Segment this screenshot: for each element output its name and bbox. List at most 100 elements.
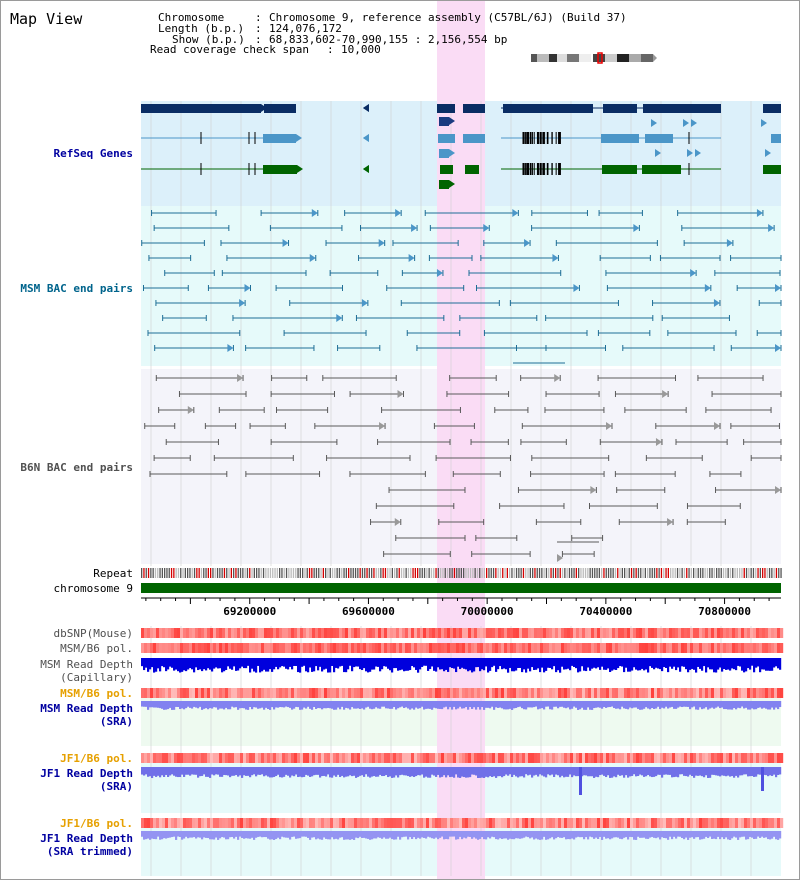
jf1-pol-trim-heat (486, 818, 490, 828)
repeat-mark (716, 568, 718, 578)
jf1-trim-depth (375, 831, 378, 839)
b6n-bac-arrow (554, 374, 561, 382)
repeat-mark (285, 568, 288, 578)
jf1-trim-depth (449, 831, 452, 837)
repeat-mark (619, 568, 621, 578)
msm-pol-heat (198, 643, 202, 653)
jf1-sra-depth (451, 767, 454, 777)
dbsnp-heat (597, 628, 601, 638)
msm-sra-depth (329, 701, 332, 709)
jf1-trim-depth (183, 831, 186, 839)
jf1-sra-depth (565, 767, 568, 777)
jf1-pol-heat (462, 753, 466, 763)
msm-capillary-depth (315, 658, 318, 667)
msm-capillary-depth (495, 658, 498, 672)
track-label-msm-bac[interactable]: MSM BAC end pairs (20, 282, 133, 295)
jf1-pol-heat (450, 753, 454, 763)
jf1-pol-heat (585, 753, 589, 763)
jf1-pol-heat (396, 753, 400, 763)
track-label-jf1-trimmed[interactable]: JF1 Read Depth (SRA trimmed) (40, 832, 133, 858)
repeat-mark (658, 568, 660, 578)
dbsnp-heat (750, 628, 754, 638)
msm-capillary-depth (605, 658, 608, 670)
msm-capillary-depth (573, 658, 576, 667)
track-label-msm-sra[interactable]: MSM Read Depth (SRA) (40, 702, 133, 728)
jf1-sra-depth (647, 767, 650, 775)
repeat-mark (449, 568, 451, 578)
msm-capillary-depth (305, 658, 308, 672)
msm-sra-depth (673, 701, 676, 709)
msm-capillary-depth (397, 658, 400, 671)
msm-capillary-depth (391, 658, 394, 673)
jf1-trim-depth (441, 831, 444, 837)
jf1-pol-heat (237, 753, 241, 763)
sep-icon: : (327, 43, 334, 56)
jf1-sra-depth (543, 767, 546, 777)
msm-pol-heat (585, 643, 589, 653)
track-label-dbsnp[interactable]: dbSNP(Mouse) (53, 627, 133, 640)
jf1-pol-heat (552, 753, 556, 763)
msm-sra-depth (543, 701, 546, 710)
track-label-b6n-bac[interactable]: B6N BAC end pairs (20, 461, 133, 474)
msm-sra-depth (709, 701, 712, 709)
length-value: 124,076,172 (269, 22, 342, 35)
jf1-sra-depth (429, 767, 432, 778)
chrom-key: Chromosome (158, 11, 225, 24)
repeat-mark (267, 568, 269, 578)
track-label-refseq[interactable]: RefSeq Genes (53, 147, 133, 160)
msm-pol-sra-heat (168, 688, 172, 698)
track-label-jf1-sra[interactable]: JF1 Read Depth (SRA) (40, 767, 133, 793)
track-label-jf1-pol-2[interactable]: JF1/B6 pol. (60, 817, 133, 830)
jf1-pol-heat (519, 753, 523, 763)
msm-pol-heat (606, 643, 610, 653)
repeat-mark (601, 568, 603, 578)
msm-pol-heat (636, 643, 640, 653)
repeat-mark (706, 568, 709, 578)
msm-capillary-depth (289, 658, 292, 667)
msm-pol-heat (165, 643, 169, 653)
jf1-pol-heat (261, 753, 265, 763)
track-label-jf1-pol[interactable]: JF1/B6 pol. (60, 752, 133, 765)
msm-sra-depth (467, 701, 470, 710)
msm-capillary-depth (211, 658, 214, 672)
dbsnp-heat (528, 628, 532, 638)
msm-capillary-depth (217, 658, 220, 669)
msm-capillary-depth (509, 658, 512, 668)
dbsnp-heat (381, 628, 385, 638)
msm-capillary-depth (589, 658, 592, 671)
repeat-mark (575, 568, 577, 578)
jf1-pol-heat (489, 753, 493, 763)
jf1-pol-heat (687, 753, 691, 763)
msm-pol-heat (291, 643, 295, 653)
msm-capillary-depth (233, 658, 236, 667)
track-label-repeat[interactable]: Repeat (93, 567, 133, 580)
dbsnp-heat (576, 628, 580, 638)
msm-capillary-depth (443, 658, 446, 672)
jf1-sra-depth (449, 767, 452, 778)
jf1-pol-trim-heat (432, 818, 436, 828)
jf1-pol-trim-heat (606, 818, 610, 828)
msm-pol-sra-heat (237, 688, 241, 698)
msm-capillary-depth (221, 658, 224, 673)
jf1-sra-depth (167, 767, 170, 777)
repeat-mark (147, 568, 150, 578)
msm-capillary-depth (661, 658, 664, 672)
dbsnp-heat (390, 628, 394, 638)
track-label-msm-pol[interactable]: MSM/B6 pol. (60, 642, 133, 655)
msm-capillary-depth (205, 658, 208, 671)
msm-pol-sra-heat (528, 688, 532, 698)
msm-pol-sra-heat (441, 688, 445, 698)
msm-capillary-depth (531, 658, 534, 668)
jf1-sra-depth (305, 767, 308, 775)
msm-sra-depth (639, 701, 642, 710)
jf1-pol-trim-heat (687, 818, 691, 828)
jf1-trim-depth (569, 831, 572, 840)
msm-capillary-depth (143, 658, 146, 671)
track-label-msm-capillary[interactable]: MSM Read Depth (Capillary) (40, 658, 133, 684)
msm-sra-depth (431, 701, 434, 710)
repeat-mark (403, 568, 405, 578)
jf1-trim-depth (485, 831, 488, 840)
jf1-trim-depth (287, 831, 290, 838)
track-label-msm-pol-sra[interactable]: MSM/B6 pol. (60, 687, 133, 700)
